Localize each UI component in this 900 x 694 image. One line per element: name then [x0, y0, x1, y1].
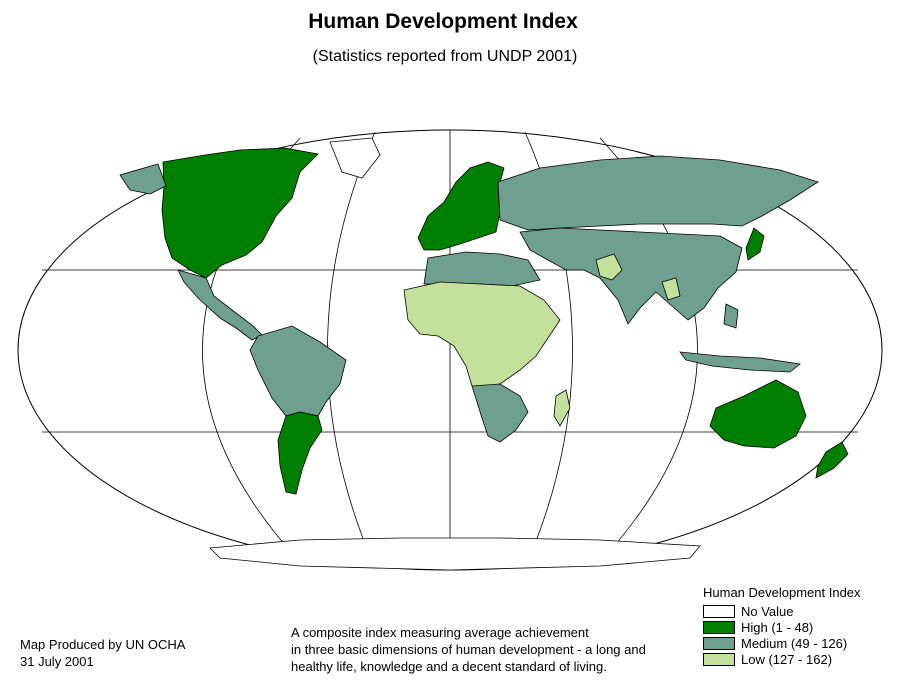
- asia-medium-region: [519, 227, 743, 325]
- southern-africa-region: [471, 383, 529, 443]
- legend-title: Human Development Index: [703, 585, 861, 600]
- legend-item-medium: Medium (49 - 126): [703, 635, 893, 651]
- map-legend: Human Development Index No Value High (1…: [703, 585, 893, 667]
- north-america-high-region: [161, 147, 319, 279]
- map-subtitle: (Statistics reported from UNDP 2001): [312, 48, 578, 65]
- legend-item-no-value: No Value: [703, 603, 893, 619]
- japan-region: [745, 227, 765, 261]
- legend-label-no-value: No Value: [741, 603, 794, 619]
- europe-high-region: [417, 161, 505, 251]
- australia-region: [709, 379, 807, 449]
- legend-swatch-high: [703, 620, 735, 634]
- alaska-region: [119, 163, 167, 195]
- description-line-2: in three basic dimensions of human devel…: [291, 642, 646, 657]
- legend-label-high: High (1 - 48): [741, 619, 814, 635]
- legend-item-low: Low (127 - 162): [703, 651, 893, 667]
- indonesia-region: [679, 351, 801, 373]
- philippines-region: [723, 303, 739, 329]
- description-line-1: A composite index measuring average achi…: [291, 625, 589, 640]
- legend-swatch-low: [703, 652, 735, 666]
- southeast-asia-low-region: [661, 277, 681, 301]
- new-zealand-region: [815, 441, 849, 479]
- description-line-3: healthy life, knowledge and a decent sta…: [291, 659, 607, 674]
- antarctica-region: [209, 537, 701, 571]
- legend-item-high: High (1 - 48): [703, 619, 893, 635]
- south-america-high-region: [277, 411, 323, 495]
- credit-producer: Map Produced by UN OCHA: [20, 637, 186, 652]
- world-map: [17, 129, 883, 571]
- credit-date: 31 July 2001: [20, 654, 94, 669]
- madagascar-region: [553, 389, 571, 427]
- map-title: Human Development Index: [308, 10, 578, 33]
- index-description: A composite index measuring average achi…: [291, 624, 701, 675]
- south-asia-low-region: [595, 253, 623, 281]
- greenland-region: [329, 137, 381, 179]
- legend-swatch-medium: [703, 636, 735, 650]
- legend-label-low: Low (127 - 162): [741, 651, 833, 667]
- legend-swatch-no-value: [703, 604, 735, 618]
- map-credit: Map Produced by UN OCHA 31 July 2001: [20, 636, 185, 670]
- africa-low-region: [403, 281, 561, 393]
- legend-label-medium: Medium (49 - 126): [741, 635, 848, 651]
